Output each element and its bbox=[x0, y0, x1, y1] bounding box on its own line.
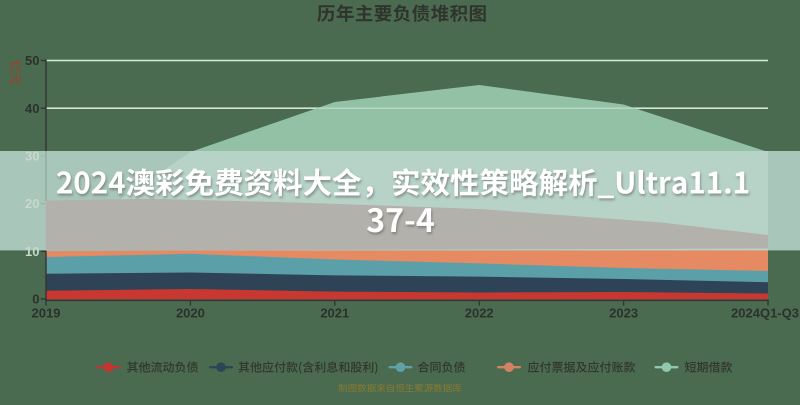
svg-text:2022: 2022 bbox=[465, 306, 494, 321]
svg-text:40: 40 bbox=[25, 101, 39, 116]
svg-text:30: 30 bbox=[25, 149, 39, 164]
svg-text:2021: 2021 bbox=[320, 306, 349, 321]
svg-text:0: 0 bbox=[32, 292, 39, 307]
svg-text:2023: 2023 bbox=[609, 306, 638, 321]
svg-text:2024Q1-Q3: 2024Q1-Q3 bbox=[731, 306, 799, 321]
svg-text:50: 50 bbox=[25, 53, 39, 68]
svg-text:20: 20 bbox=[25, 196, 39, 211]
svg-text:2019: 2019 bbox=[32, 306, 61, 321]
svg-text:2020: 2020 bbox=[176, 306, 205, 321]
svg-text:10: 10 bbox=[25, 244, 39, 259]
